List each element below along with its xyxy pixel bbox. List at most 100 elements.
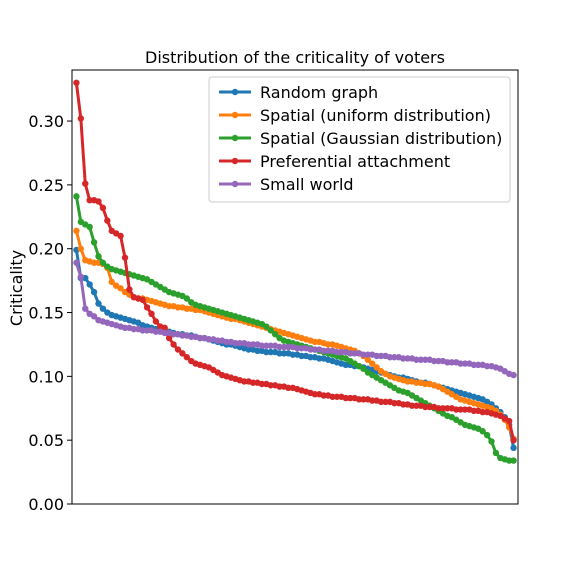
data-point xyxy=(249,341,257,348)
data-point xyxy=(298,352,305,360)
data-point xyxy=(470,407,478,415)
data-point xyxy=(483,362,491,370)
data-point xyxy=(316,355,323,362)
data-point xyxy=(121,254,129,261)
data-point xyxy=(90,239,98,246)
y-tick-label: 0.10 xyxy=(28,367,64,386)
data-point xyxy=(488,438,495,445)
data-point xyxy=(152,328,160,335)
data-point xyxy=(249,379,257,386)
data-point xyxy=(386,354,394,361)
y-tick-label: 0.15 xyxy=(28,304,64,323)
data-point xyxy=(457,406,464,413)
data-point xyxy=(439,405,447,412)
data-point xyxy=(280,343,288,351)
data-point xyxy=(165,302,173,310)
data-point xyxy=(95,198,102,205)
data-point xyxy=(333,348,341,356)
data-point xyxy=(320,347,327,355)
data-point xyxy=(320,392,327,399)
y-tick-label: 0.25 xyxy=(28,176,64,195)
data-point xyxy=(391,399,398,407)
data-point xyxy=(90,288,98,296)
data-point xyxy=(77,245,85,252)
y-tick-label: 0.00 xyxy=(28,495,64,514)
legend-swatch-marker xyxy=(231,88,239,96)
data-point xyxy=(161,329,168,337)
data-point xyxy=(307,346,314,353)
data-point xyxy=(329,393,336,400)
data-point xyxy=(346,394,354,402)
data-point xyxy=(298,345,305,352)
data-point xyxy=(510,436,517,444)
data-point xyxy=(289,351,296,358)
data-point xyxy=(435,405,442,412)
data-point xyxy=(444,405,451,412)
data-point xyxy=(364,356,372,363)
data-point xyxy=(280,350,288,357)
y-axis-label: Criticality xyxy=(7,250,26,326)
data-point xyxy=(263,348,270,356)
data-point xyxy=(461,406,469,413)
y-tick-label: 0.30 xyxy=(28,112,64,131)
data-point xyxy=(117,285,124,292)
data-point xyxy=(148,310,155,318)
data-point xyxy=(342,394,349,402)
data-point xyxy=(161,324,168,332)
data-point xyxy=(214,337,221,344)
data-point xyxy=(165,334,173,342)
data-point xyxy=(73,193,80,200)
data-point xyxy=(86,197,93,204)
legend-swatch-marker xyxy=(231,134,239,142)
legend-swatch-marker xyxy=(231,111,239,119)
data-point xyxy=(342,361,349,369)
data-point xyxy=(413,379,420,386)
data-point xyxy=(170,341,177,348)
series-group xyxy=(73,79,517,464)
y-axis-ticks: 0.00 0.05 0.10 0.15 0.20 0.25 0.30 xyxy=(28,112,72,514)
data-point xyxy=(196,334,204,342)
data-point xyxy=(174,304,182,311)
data-point xyxy=(377,352,385,360)
data-point xyxy=(104,217,111,224)
data-point xyxy=(430,357,438,365)
data-point xyxy=(404,378,411,385)
data-point xyxy=(505,457,513,464)
data-point xyxy=(258,342,266,349)
data-point xyxy=(413,356,420,363)
data-point xyxy=(346,350,354,357)
data-point xyxy=(99,204,107,212)
data-point xyxy=(373,364,380,371)
data-point xyxy=(417,356,425,363)
data-point xyxy=(457,360,464,367)
data-point xyxy=(73,79,80,86)
data-point xyxy=(126,286,133,293)
data-point xyxy=(77,273,85,280)
data-point xyxy=(77,115,85,122)
data-point xyxy=(174,346,182,353)
data-point xyxy=(179,332,186,339)
data-point xyxy=(461,360,469,367)
data-point xyxy=(183,354,191,361)
data-point xyxy=(435,357,442,365)
data-point xyxy=(232,339,239,347)
data-point xyxy=(276,343,283,351)
data-point xyxy=(360,365,367,372)
data-point xyxy=(382,398,389,406)
data-point xyxy=(267,348,274,356)
data-point xyxy=(413,402,420,409)
data-point xyxy=(139,327,146,334)
data-point xyxy=(351,350,358,357)
data-point xyxy=(422,356,429,363)
data-point xyxy=(99,305,107,312)
data-point xyxy=(223,338,230,346)
data-point xyxy=(245,341,252,348)
series-3 xyxy=(73,79,517,444)
data-point xyxy=(276,383,283,390)
data-point xyxy=(505,417,513,425)
data-point xyxy=(183,305,191,312)
data-point xyxy=(399,401,407,408)
legend-box xyxy=(208,76,511,203)
data-point xyxy=(267,342,274,349)
data-point xyxy=(117,232,124,240)
